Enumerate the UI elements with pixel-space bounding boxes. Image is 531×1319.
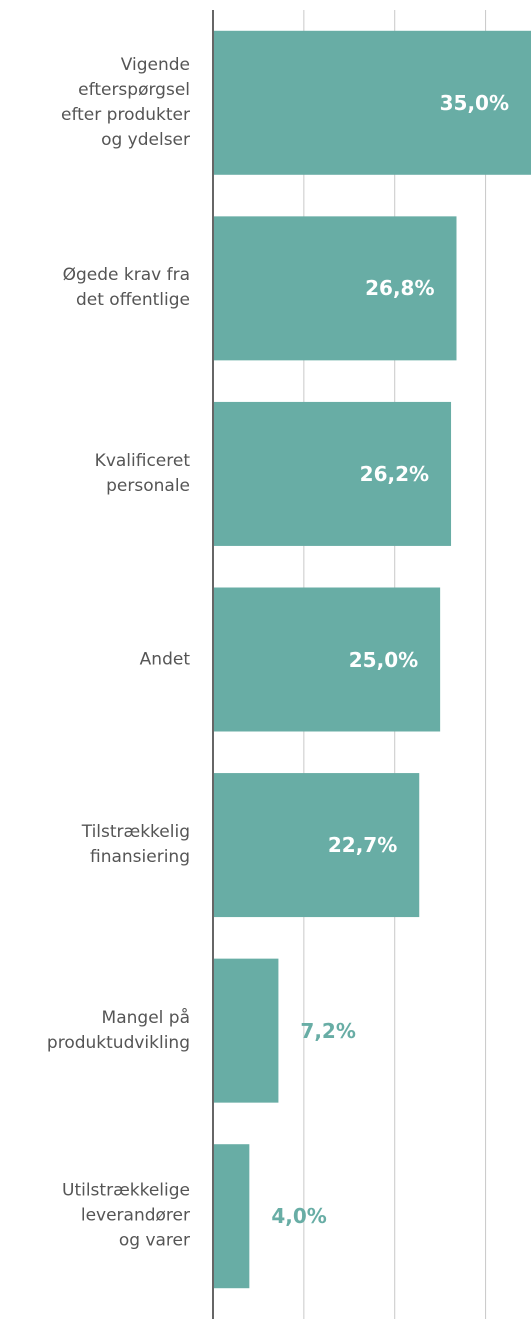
category-label: Tilstrækkelig finansiering	[81, 822, 190, 868]
category-label: Andet	[139, 649, 190, 669]
category-label: Øgede krav fra det offentlige	[62, 265, 190, 311]
bar	[213, 216, 457, 361]
bar	[213, 1144, 250, 1289]
bar	[213, 773, 420, 918]
value-label: 4,0%	[271, 1204, 327, 1229]
value-label: 25,0%	[348, 647, 419, 672]
value-label: 26,2%	[359, 461, 430, 486]
value-label: 35,0%	[439, 90, 509, 115]
category-label: Kvalificeret personale	[94, 450, 190, 496]
value-label: 22,7%	[327, 833, 398, 858]
value-label: 26,8%	[365, 276, 435, 301]
bar	[213, 958, 279, 1103]
category-label: Utilstrækkelige leverandører og varer	[62, 1180, 190, 1251]
category-label: Mangel på produktudvikling	[46, 1007, 190, 1053]
category-label: Vigende efterspørgsel efter produkter og…	[61, 54, 190, 150]
value-label: 7,2%	[300, 1018, 356, 1043]
bar	[213, 30, 531, 175]
bar	[213, 401, 452, 546]
bar	[213, 587, 441, 732]
